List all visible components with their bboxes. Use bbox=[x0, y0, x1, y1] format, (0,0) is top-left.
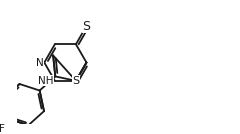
Text: N: N bbox=[36, 57, 43, 68]
Text: S: S bbox=[83, 20, 90, 33]
Text: F: F bbox=[0, 124, 5, 134]
Text: S: S bbox=[72, 76, 79, 86]
Text: NH: NH bbox=[38, 76, 54, 86]
